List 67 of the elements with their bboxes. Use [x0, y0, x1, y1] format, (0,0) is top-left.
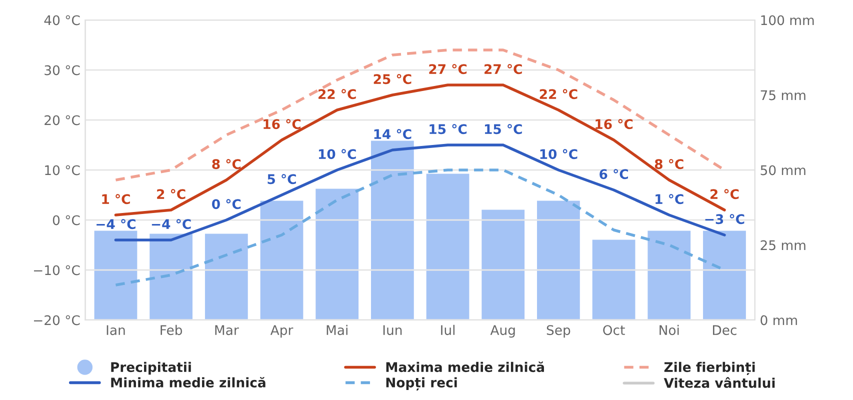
- data-label: 15 °C: [484, 124, 522, 134]
- data-label: 0 °C: [212, 199, 241, 210]
- x-tick-label: Sep: [546, 325, 570, 338]
- data-label: 16 °C: [596, 119, 633, 130]
- x-tick-label: Ian: [106, 325, 125, 336]
- x-tick-label: Noi: [660, 324, 679, 336]
- bar: [536, 199, 582, 320]
- x-tick-label: Feb: [160, 324, 182, 336]
- x-tick-label: Iul: [441, 324, 454, 336]
- x-tick-label: Oct: [603, 325, 625, 336]
- y-tick-label: 10 °C: [45, 165, 80, 176]
- bar: [314, 187, 360, 320]
- y2-tick-label: 25 mm: [760, 240, 806, 250]
- data-label: 2 °C: [157, 189, 186, 200]
- y-tick-label: 20 °C: [44, 115, 80, 126]
- bar: [424, 172, 471, 320]
- y-tick-label: 0 °C: [52, 215, 80, 226]
- legend-label: Minima medie zilnică: [111, 376, 266, 388]
- data-label: 16 °C: [264, 119, 301, 130]
- y2-tick-label: 75 mm: [760, 90, 806, 100]
- data-label: −3 °C: [705, 214, 744, 224]
- y-tick-label: −10 °C: [34, 265, 80, 276]
- bar: [702, 229, 748, 320]
- bar: [258, 199, 305, 320]
- data-label: 27 °C: [429, 64, 467, 74]
- y2-tick-label: 0 mm: [760, 315, 797, 326]
- x-tick-label: Dec: [712, 325, 736, 336]
- y-tick-label: 40 °C: [44, 15, 80, 26]
- line-series: [114, 144, 726, 242]
- data-label: 8 °C: [654, 159, 684, 170]
- data-label: −4 °C: [152, 219, 191, 230]
- bar: [92, 229, 139, 320]
- data-label: 6 °C: [600, 169, 628, 180]
- data-label: 2 °C: [710, 189, 739, 200]
- data-label: 10 °C: [540, 149, 578, 160]
- x-tick-label: Aug: [490, 325, 515, 338]
- legend-label: Zile fierbinți: [664, 362, 755, 376]
- x-tick-label: Mai: [326, 324, 348, 336]
- bar: [646, 229, 692, 320]
- legend-label: Precipitatii: [111, 362, 191, 375]
- data-label: 1 °C: [102, 194, 130, 204]
- legend-label: Viteza vântului: [664, 377, 775, 388]
- data-label: 5 °C: [268, 174, 296, 184]
- bar: [204, 232, 250, 320]
- bar: [590, 238, 637, 320]
- data-label: 22 °C: [540, 89, 578, 100]
- data-label: 1 °C: [656, 194, 684, 204]
- data-label: 8 °C: [212, 159, 241, 170]
- data-label: 14 °C: [374, 129, 412, 140]
- data-label: 25 °C: [374, 74, 412, 84]
- data-label: 22 °C: [318, 89, 356, 100]
- x-tick-label: Mar: [215, 325, 239, 336]
- y2-tick-label: 50 mm: [760, 165, 806, 176]
- bar: [370, 139, 416, 320]
- data-label: 15 °C: [430, 124, 467, 134]
- y-tick-label: 30 °C: [44, 65, 80, 76]
- data-label: 27 °C: [484, 64, 522, 74]
- y-tick-label: −20 °C: [34, 315, 80, 326]
- legend-label: Maxima medie zilnică: [386, 362, 544, 372]
- data-label: −4 °C: [96, 219, 136, 230]
- legend-label: Nopți reci: [386, 377, 457, 390]
- x-tick-label: Iun: [383, 325, 402, 336]
- bar: [480, 208, 526, 320]
- x-tick-label: Apr: [270, 325, 294, 338]
- data-label: 10 °C: [318, 149, 356, 160]
- y2-tick-label: 100 mm: [761, 15, 814, 26]
- bar: [148, 232, 194, 320]
